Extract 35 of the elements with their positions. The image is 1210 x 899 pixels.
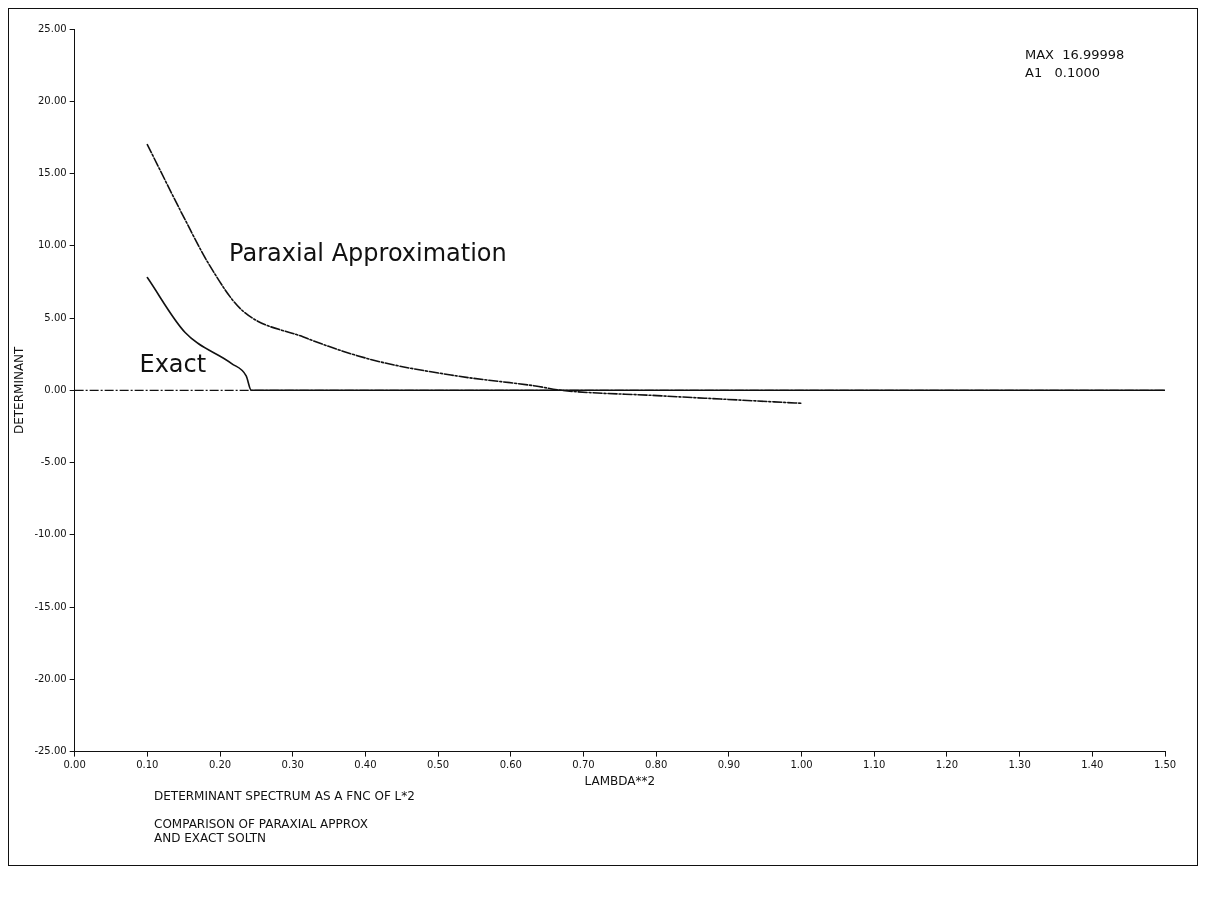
y-tick-label: -25.00 xyxy=(34,745,67,757)
text: DETERMINANT SPECTRUM AS A FNC OF L*2 xyxy=(154,789,416,803)
series-label: Exact xyxy=(139,349,207,378)
x-tick-label: 0.60 xyxy=(499,759,522,771)
y-tick-label: -20.00 xyxy=(34,672,67,684)
x-tick-label: 0.20 xyxy=(208,759,232,771)
y-tick-label: -15.00 xyxy=(34,600,67,612)
x-tick-label: 0.30 xyxy=(281,759,304,771)
series-label: Paraxial Approximation xyxy=(229,238,507,267)
annotation: A1 0.1000 xyxy=(1025,65,1101,80)
x-tick-label: 0.40 xyxy=(354,759,377,771)
x-tick-label: 1.10 xyxy=(863,759,886,771)
x-tick-label: 0.10 xyxy=(136,759,159,771)
x-tick-label: 1.30 xyxy=(1008,759,1031,771)
y-tick-label: 0.00 xyxy=(44,383,67,395)
y-tick-label: -10.00 xyxy=(34,528,67,540)
x-tick-label: 0.00 xyxy=(63,759,86,771)
x-axis-title: LAMBDA**2 xyxy=(584,773,656,788)
y-tick-label: 10.00 xyxy=(38,239,67,251)
y-tick-label: 5.00 xyxy=(44,311,67,323)
x-tick-label: 0.80 xyxy=(645,759,668,771)
x-tick-label: 1.40 xyxy=(1081,759,1104,771)
x-tick-label: 0.50 xyxy=(426,759,450,771)
x-tick-label: 0.90 xyxy=(717,759,740,771)
y-tick-label: -5.00 xyxy=(40,456,67,468)
x-tick-label: 1.20 xyxy=(935,759,959,771)
x-tick-label: 0.70 xyxy=(572,759,595,771)
y-tick-label: 20.00 xyxy=(38,94,67,106)
text: COMPARISON OF PARAXIAL APPROX AND EXACT SOLTN xyxy=(154,817,369,845)
x-tick-label: 1.00 xyxy=(790,759,813,771)
annotation: MAX 16.99998 xyxy=(1025,47,1125,62)
y-tick-label: 25.00 xyxy=(38,22,67,34)
x-tick-label: 1.50 xyxy=(1153,759,1177,771)
y-tick-label: 15.00 xyxy=(38,167,67,179)
y-axis-title: DETERMINANT xyxy=(12,345,27,435)
